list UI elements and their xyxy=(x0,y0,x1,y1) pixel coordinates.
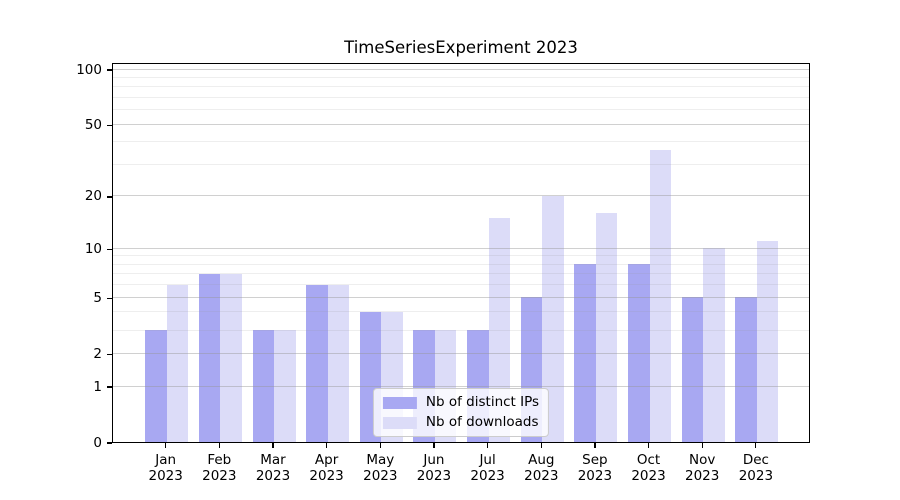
x-tick-label-sep: Sep 2023 xyxy=(577,452,613,484)
x-tick-mark-jan xyxy=(165,443,167,448)
legend-swatch-ips xyxy=(382,396,417,409)
x-tick-mark-jul xyxy=(486,443,489,448)
legend: Nb of distinct IPs Nb of downloads xyxy=(372,388,550,437)
legend-row-downloads: Nb of downloads xyxy=(382,414,539,430)
y-tick-label-2: 2 xyxy=(93,345,102,362)
x-tick-label-may: May 2023 xyxy=(363,452,398,484)
gridline-minor-4 xyxy=(113,311,809,313)
bar-downloads-mar xyxy=(274,330,296,442)
x-tick-mark-jun xyxy=(433,443,435,448)
gridline-minor-70 xyxy=(113,97,809,98)
bar-downloads-oct xyxy=(649,150,671,442)
legend-row-ips: Nb of distinct IPs xyxy=(382,394,540,410)
x-tick-mark-may xyxy=(379,443,381,448)
x-tick-label-apr: Apr 2023 xyxy=(309,452,344,484)
y-tick-label-100: 100 xyxy=(76,61,102,78)
bar-downloads-apr xyxy=(327,284,350,442)
legend-label-downloads: Nb of downloads xyxy=(425,414,539,430)
x-tick-mark-oct xyxy=(647,443,650,448)
x-tick-mark-nov xyxy=(701,443,703,448)
gridline-minor-80 xyxy=(113,86,809,88)
bar-ips-jan xyxy=(145,330,167,442)
y-tick-mark-10 xyxy=(107,248,112,250)
x-tick-mark-aug xyxy=(540,443,542,448)
y-tick-mark-20 xyxy=(107,196,112,198)
y-tick-label-10: 10 xyxy=(84,240,102,257)
bar-ips-sep xyxy=(574,264,596,442)
bar-ips-feb xyxy=(198,273,221,442)
legend-label-ips: Nb of distinct IPs xyxy=(425,394,540,410)
x-tick-mark-dec xyxy=(755,443,757,448)
chart-title: TimeSeriesExperiment 2023 xyxy=(344,38,578,57)
x-tick-mark-apr xyxy=(325,443,328,448)
gridline-minor-3 xyxy=(113,329,809,331)
gridline-major-20 xyxy=(113,195,809,197)
y-tick-label-1: 1 xyxy=(93,378,102,395)
x-tick-mark-mar xyxy=(272,443,274,448)
bar-downloads-sep xyxy=(595,213,618,442)
x-tick-mark-feb xyxy=(218,443,221,448)
bar-ips-dec xyxy=(735,297,757,442)
gridline-major-10 xyxy=(113,247,809,249)
bar-downloads-jul xyxy=(488,217,511,442)
x-tick-label-oct: Oct 2023 xyxy=(631,452,666,484)
bar-downloads-dec xyxy=(756,241,779,442)
x-tick-mark-sep xyxy=(594,443,596,448)
x-tick-label-jan: Jan 2023 xyxy=(148,452,183,484)
legend-swatch-downloads xyxy=(382,416,417,429)
gridline-major-50 xyxy=(113,123,809,125)
gridline-major-1 xyxy=(113,385,809,387)
gridline-minor-90 xyxy=(113,76,809,78)
x-tick-label-nov: Nov 2023 xyxy=(685,452,720,484)
y-tick-mark-5 xyxy=(107,297,112,299)
bar-downloads-feb xyxy=(220,273,242,442)
bar-downloads-jan xyxy=(166,284,189,442)
gridline-major-2 xyxy=(113,352,809,354)
y-tick-mark-100 xyxy=(107,69,112,71)
gridline-minor-30 xyxy=(113,164,809,165)
y-tick-label-0: 0 xyxy=(93,434,102,451)
plot-area: Nb of distinct IPs Nb of downloads xyxy=(112,63,810,443)
x-tick-label-aug: Aug 2023 xyxy=(524,452,559,484)
bar-ips-apr xyxy=(306,284,328,442)
y-tick-label-20: 20 xyxy=(84,188,102,205)
gridline-minor-6 xyxy=(113,284,809,286)
gridline-minor-8 xyxy=(113,263,809,265)
y-tick-mark-2 xyxy=(107,353,112,355)
y-tick-label-5: 5 xyxy=(93,289,102,306)
x-tick-label-jun: Jun 2023 xyxy=(416,452,452,484)
gridline-major-5 xyxy=(113,296,809,298)
x-tick-label-dec: Dec 2023 xyxy=(738,452,774,484)
y-tick-mark-50 xyxy=(107,124,112,126)
gridline-minor-9 xyxy=(113,255,809,257)
y-tick-mark-0 xyxy=(107,442,112,444)
bar-downloads-nov xyxy=(703,248,725,442)
x-tick-label-jul: Jul 2023 xyxy=(470,452,505,484)
x-tick-label-mar: Mar 2023 xyxy=(255,452,291,484)
gridline-minor-7 xyxy=(113,273,809,275)
gridline-major-100 xyxy=(113,68,809,70)
y-tick-label-50: 50 xyxy=(84,116,102,133)
gridline-minor-40 xyxy=(113,141,809,143)
x-tick-label-feb: Feb 2023 xyxy=(202,452,237,484)
gridline-minor-60 xyxy=(113,109,809,111)
bar-ips-oct xyxy=(628,264,650,442)
bar-ips-nov xyxy=(681,297,704,442)
y-tick-mark-1 xyxy=(107,386,112,388)
bar-downloads-aug xyxy=(542,195,564,442)
bar-ips-mar xyxy=(252,330,274,442)
